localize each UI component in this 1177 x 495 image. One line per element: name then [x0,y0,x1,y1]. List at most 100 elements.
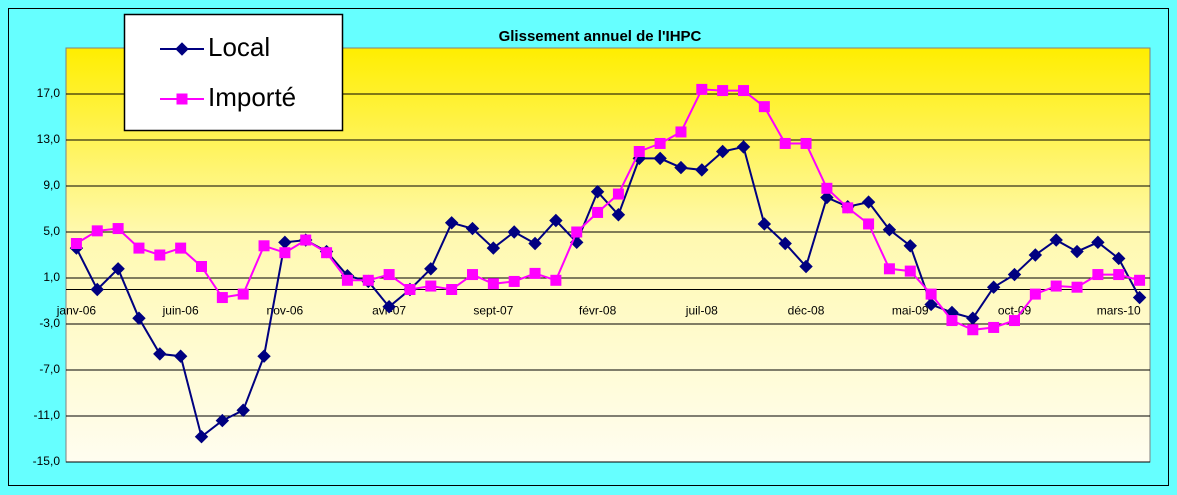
marker [383,269,395,281]
marker [175,42,189,56]
marker [863,218,875,230]
marker [1071,281,1083,293]
marker [903,239,917,253]
marker [173,349,188,363]
marker [1091,235,1105,250]
x-tick-label: juin-06 [162,304,199,318]
marker [1113,269,1125,281]
legend-label: Local [208,32,270,62]
marker [946,315,958,327]
marker [487,278,499,290]
marker [1134,274,1146,286]
marker [154,249,166,261]
marker [529,267,541,279]
y-tick-label: 5,0 [43,224,60,238]
plot: -15,0 -11,0 -7,0 -3,0 1,0 5,0 9,0 13,0 17,0 janv-… [33,83,1150,468]
marker [758,101,770,113]
marker [153,347,167,361]
marker [924,297,938,312]
y-tick-label: 17,0 [37,86,61,100]
marker [446,284,458,295]
series [70,83,1146,336]
marker [70,238,82,249]
marker [571,226,583,238]
marker [654,137,666,149]
y-tick-label: 1,0 [43,270,60,284]
y-tick-label: 9,0 [43,178,60,192]
y-tick-label: -7,0 [39,362,60,376]
marker [549,213,563,228]
marker [425,280,437,292]
x-tick-label: juil-08 [685,304,718,318]
marker [279,247,291,259]
marker [986,280,1001,294]
legend-label: Importé [208,82,296,112]
marker [925,288,937,300]
legend-box [123,13,344,132]
series-line [75,88,1140,331]
marker [1028,248,1043,262]
series [69,140,1147,444]
marker [592,206,604,218]
marker [736,140,751,154]
marker [528,236,542,251]
marker [612,188,624,200]
y-tick-label: 13,0 [37,132,61,146]
marker [236,403,250,417]
marker [696,83,708,95]
x-tick-label: sept-07 [473,304,513,318]
marker [988,321,1000,333]
y-tick-label: -11,0 [34,408,61,422]
marker [821,182,833,194]
marker [674,160,688,175]
marker [653,151,667,166]
marker [800,137,812,149]
x-tick-label: mai-09 [892,304,929,318]
marker [215,413,230,428]
marker [1050,280,1062,292]
marker [486,241,501,255]
marker [738,85,749,97]
marker [362,274,374,286]
marker [382,300,396,314]
marker [1132,290,1147,305]
marker [444,216,459,230]
x-tick-label: déc-08 [788,304,825,318]
marker [133,242,145,254]
marker [715,144,730,159]
marker [633,146,645,157]
marker [842,202,854,214]
marker [237,288,249,300]
marker [1029,288,1041,300]
marker [112,223,124,235]
marker [1007,267,1022,282]
marker [196,261,207,272]
marker [1049,233,1063,247]
marker [257,349,271,363]
marker [904,265,916,277]
y-tick-label: -3,0 [39,316,60,330]
x-tick-label: janv-06 [56,304,97,318]
marker [341,274,353,286]
marker [550,274,562,286]
chart-title: Glissement annuel de l'IHPC [499,28,702,45]
marker [424,262,438,276]
marker [799,259,813,274]
x-tick-label: mars-10 [1097,304,1141,318]
marker [820,190,834,205]
marker [508,275,520,287]
marker [507,225,521,239]
marker [465,221,480,236]
marker [717,85,729,97]
marker [176,93,188,105]
marker [882,222,897,237]
legend: Local Importé [123,13,344,132]
marker [778,236,792,251]
marker [695,163,709,177]
marker [967,324,979,336]
y-tick-label: -15,0 [33,454,61,468]
marker [91,225,103,237]
frame [8,8,1169,486]
marker [216,292,228,304]
